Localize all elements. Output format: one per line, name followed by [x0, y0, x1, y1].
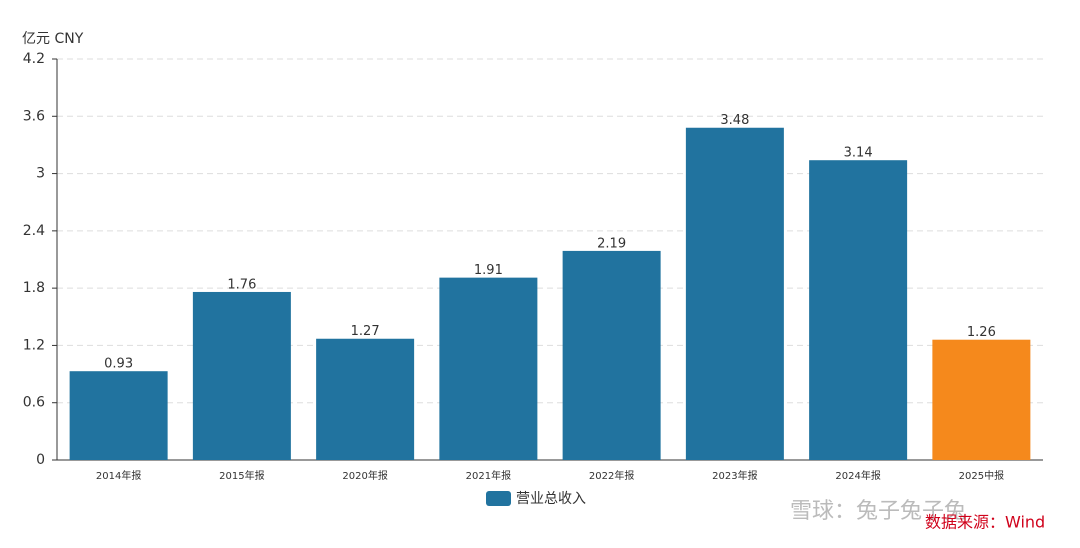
y-tick-label: 3.6 [23, 108, 45, 124]
y-axis-label: 亿元 CNY [22, 31, 84, 47]
legend-label: 营业总收入 [516, 491, 586, 507]
x-tick-label: 2020年报 [342, 469, 387, 482]
watermark: 雪球：兔子兔子兔 [790, 499, 966, 524]
data-label: 3.14 [844, 146, 873, 161]
x-tick-label: 2023年报 [712, 469, 757, 482]
bar [192, 291, 291, 460]
y-tick-label: 4.2 [23, 51, 45, 67]
bar [932, 339, 1031, 460]
y-tick-label: 1.8 [23, 280, 45, 296]
legend-swatch [486, 491, 511, 506]
data-label: 1.27 [351, 324, 380, 339]
x-tick-label: 2015年报 [219, 469, 264, 482]
bar [69, 371, 168, 460]
x-tick-label: 2025中报 [959, 469, 1004, 482]
bar [685, 127, 784, 460]
bar [809, 160, 908, 460]
x-tick-label: 2022年报 [589, 469, 634, 482]
y-tick-label: 0 [36, 452, 45, 468]
y-tick-label: 1.2 [23, 337, 45, 353]
x-tick-label: 2024年报 [835, 469, 880, 482]
bar [562, 250, 661, 460]
bar [439, 277, 538, 460]
data-label: 2.19 [597, 236, 626, 251]
y-tick-label: 3 [36, 166, 45, 182]
data-label: 0.93 [104, 357, 133, 372]
y-tick-label: 0.6 [23, 395, 45, 411]
data-label: 1.76 [227, 277, 256, 292]
bar [316, 338, 415, 460]
x-tick-label: 2021年报 [466, 469, 511, 482]
data-label: 3.48 [720, 113, 749, 128]
y-tick-label: 2.4 [23, 223, 45, 239]
source: 数据来源：Wind [925, 513, 1045, 532]
data-label: 1.26 [967, 325, 996, 340]
data-label: 1.91 [474, 263, 503, 278]
x-tick-label: 2014年报 [96, 469, 141, 482]
